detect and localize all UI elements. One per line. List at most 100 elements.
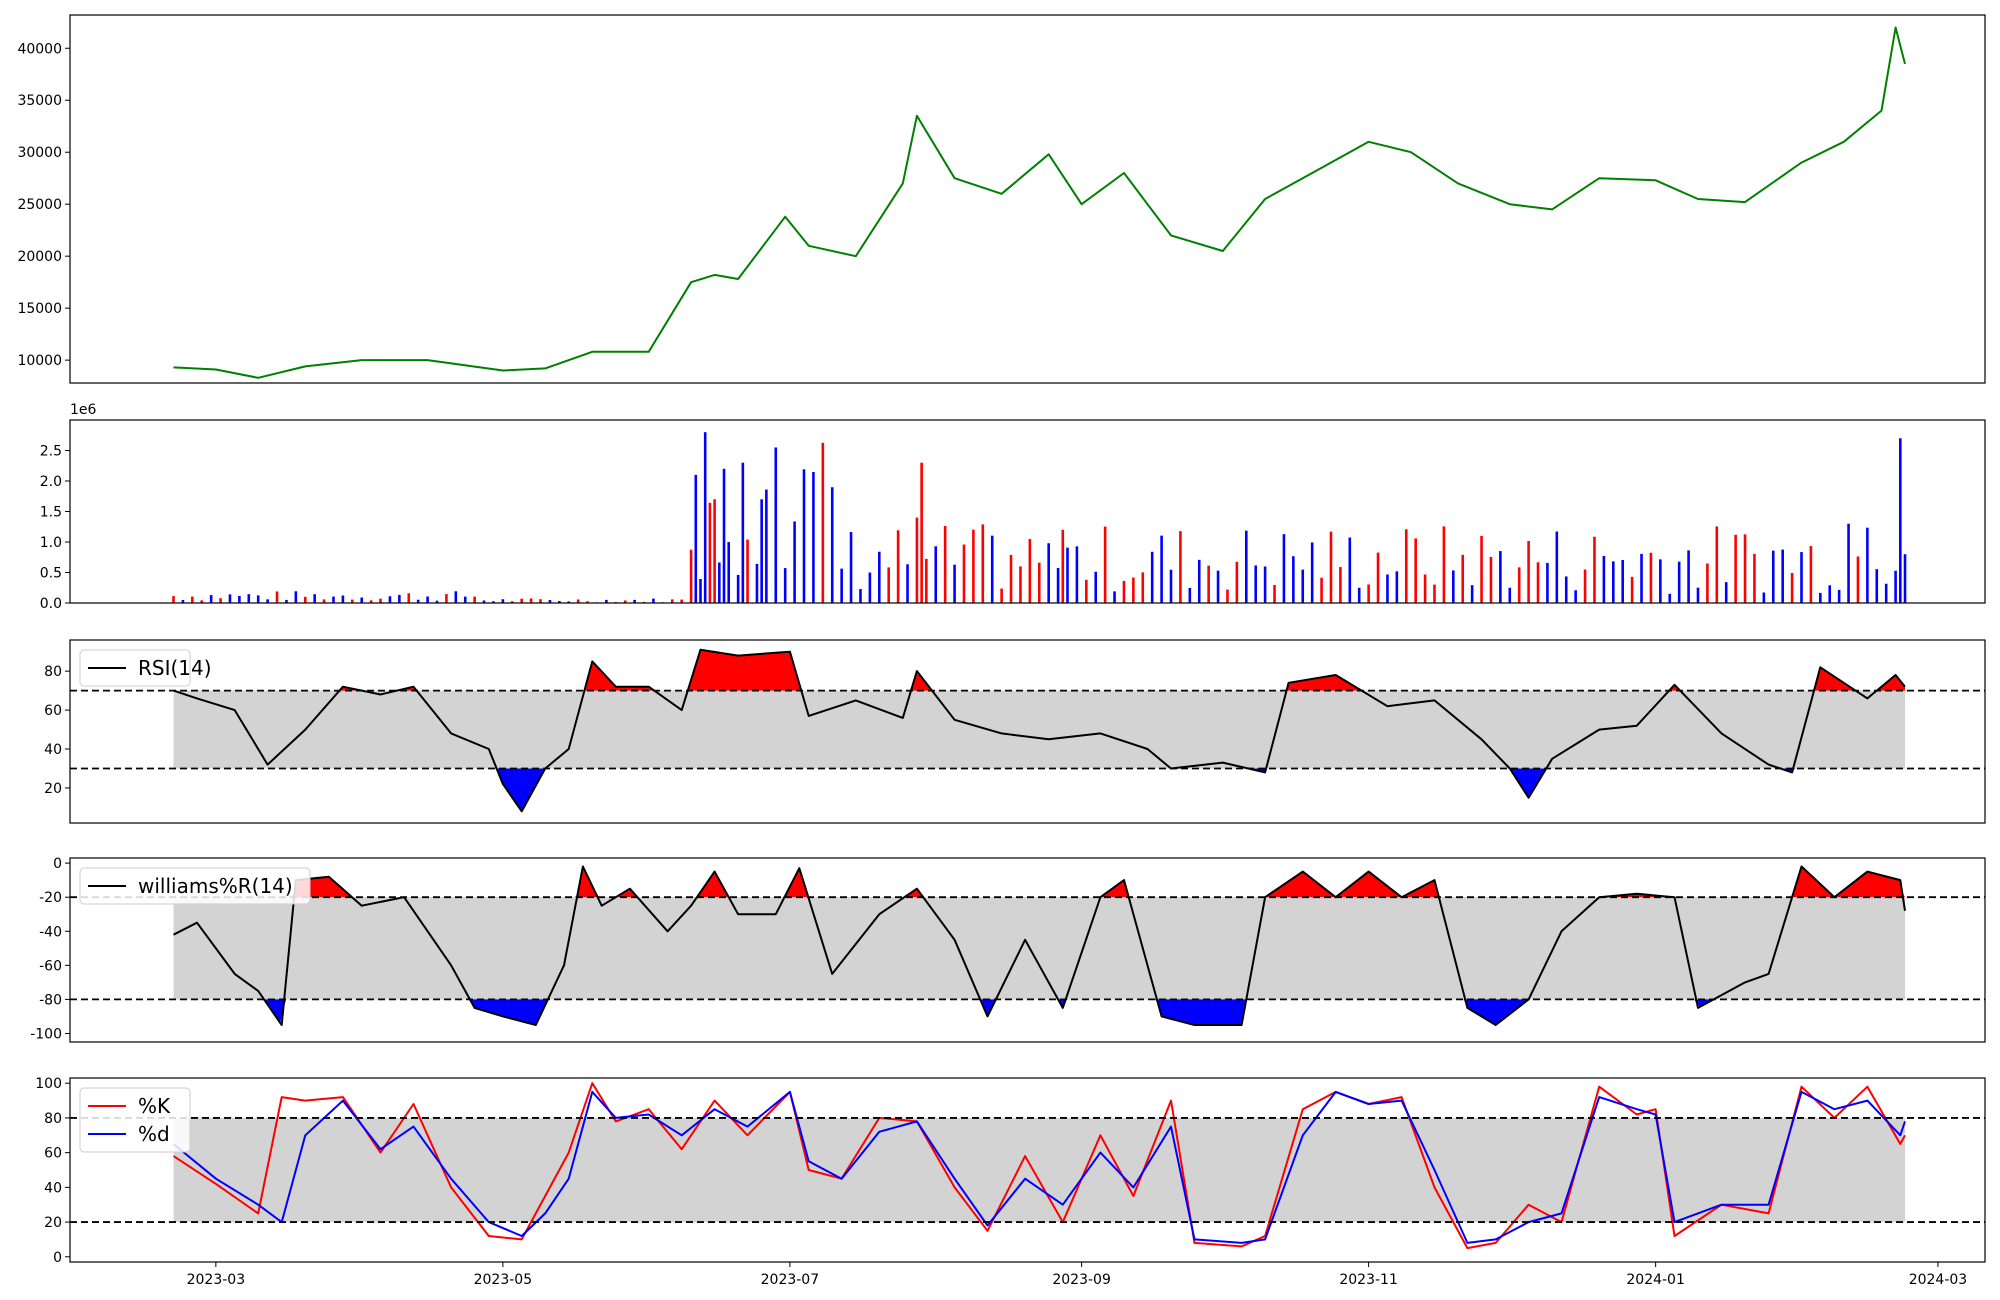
volume-bar — [746, 539, 749, 603]
volume-bar — [1847, 523, 1850, 603]
volume-bar — [1263, 566, 1267, 603]
volume-bar — [548, 600, 552, 603]
volume-bar — [1903, 554, 1907, 603]
volume-bar — [416, 599, 420, 603]
volume-axes-frame — [69, 419, 1986, 604]
volume-bar — [1348, 537, 1352, 603]
volume-bar — [247, 594, 251, 603]
volume-bar — [1301, 569, 1305, 603]
stochastic-panel: 0 20 40 60 80 100 2023-03 2023-05 2023-07 2023-09… — [35, 1076, 1986, 1288]
williams-oversold-fill — [173, 999, 1906, 1025]
williams-neutral-band — [173, 897, 1906, 1000]
price-panel: 10000 15000 20000 25000 30000 35000 40000 — [17, 14, 1986, 384]
volume-bar — [388, 596, 392, 603]
volume-bar — [1800, 552, 1803, 603]
stochastic-legend-label: %d — [138, 1122, 170, 1146]
volume-bar — [209, 595, 213, 603]
volume-bar — [1602, 555, 1606, 603]
volume-bar — [1517, 567, 1521, 603]
volume-bar — [1630, 576, 1634, 603]
williams-legend-box — [79, 867, 311, 905]
volume-bar — [1583, 569, 1587, 603]
x-tick-label: 2023-03 — [187, 1272, 246, 1288]
y-tick-label: 25000 — [17, 197, 62, 213]
volume-bar — [426, 596, 429, 603]
volume-bar — [181, 599, 185, 603]
volume-bar — [783, 568, 787, 603]
volume-bar — [285, 599, 288, 603]
volume-bar — [473, 596, 476, 603]
volume-bar — [1743, 534, 1747, 603]
volume-bar — [887, 567, 890, 603]
volume-bar — [294, 591, 298, 603]
volume-bar — [1244, 530, 1248, 603]
y-tick-label: 0.5 — [40, 566, 62, 582]
volume-bar — [1696, 587, 1700, 603]
y-tick-label: -100 — [30, 1026, 62, 1042]
volume-bar — [492, 601, 495, 603]
y-tick-label: 80 — [44, 1111, 62, 1127]
volume-bar — [322, 599, 326, 603]
volume-bar — [1197, 559, 1201, 603]
volume-bar — [1273, 584, 1276, 603]
volume-bar — [1019, 566, 1022, 603]
rsi-legend-label: RSI(14) — [138, 656, 212, 680]
x-tick-label: 2023-07 — [761, 1272, 820, 1288]
volume-bar — [567, 601, 571, 603]
y-tick-label: 100 — [35, 1076, 62, 1092]
volume-bar — [774, 447, 778, 603]
rsi-plot-area — [173, 648, 1906, 813]
y-tick-label: 0.0 — [40, 596, 62, 612]
volume-bar — [1677, 561, 1681, 603]
y-tick-label: 60 — [44, 703, 62, 719]
volume-bar — [694, 474, 698, 603]
y-tick-label: 40 — [44, 1180, 62, 1196]
y-tick-label: -60 — [39, 958, 62, 974]
volume-bar — [849, 532, 853, 603]
volume-bar — [953, 564, 956, 603]
volume-bar — [962, 544, 966, 603]
volume-bar — [576, 599, 580, 603]
x-tick-label: 2023-11 — [1339, 1272, 1398, 1288]
volume-bar — [1828, 585, 1832, 603]
volume-bar — [1640, 553, 1643, 603]
y-tick-label: 1.0 — [40, 535, 62, 551]
volume-bar — [1169, 569, 1173, 603]
volume-bar — [1433, 584, 1436, 603]
volume-bar — [990, 535, 994, 603]
williams-plot-area — [173, 865, 1906, 1026]
volume-bar — [652, 598, 655, 603]
volume-bar — [877, 551, 881, 603]
stochastic-plot-area — [172, 1082, 1906, 1250]
volume-bar — [398, 594, 401, 603]
volume-bar — [351, 599, 354, 603]
volume-bar — [1310, 542, 1314, 603]
volume-bar — [943, 526, 947, 603]
volume-bar — [703, 432, 707, 603]
rsi-oversold-fill — [173, 768, 1906, 810]
volume-bar — [1047, 543, 1050, 603]
y-tick-label: 35000 — [17, 93, 62, 109]
volume-bar — [228, 594, 232, 603]
y-tick-label: -80 — [39, 992, 62, 1008]
y-tick-label: 20 — [44, 1215, 62, 1231]
volume-bar — [1508, 587, 1512, 603]
volume-bar — [558, 601, 561, 603]
volume-bar — [868, 572, 872, 603]
volume-bar — [1884, 583, 1888, 603]
volume-bar — [1254, 565, 1257, 603]
stochastic-1-series-line — [172, 1090, 1906, 1244]
volume-bar — [722, 468, 726, 603]
volume-bar — [727, 542, 731, 603]
volume-bar — [972, 529, 975, 603]
volume-bar — [1094, 571, 1098, 603]
volume-bar — [172, 596, 175, 603]
x-tick-label: 2023-09 — [1052, 1272, 1111, 1288]
volume-bar — [1461, 554, 1465, 603]
stochastic-0-series-line — [172, 1082, 1906, 1250]
volume-bar — [529, 598, 533, 603]
volume-bar — [454, 591, 458, 603]
volume-bar — [219, 598, 222, 603]
volume-bar — [1762, 592, 1766, 603]
volume-bar — [1837, 589, 1841, 603]
